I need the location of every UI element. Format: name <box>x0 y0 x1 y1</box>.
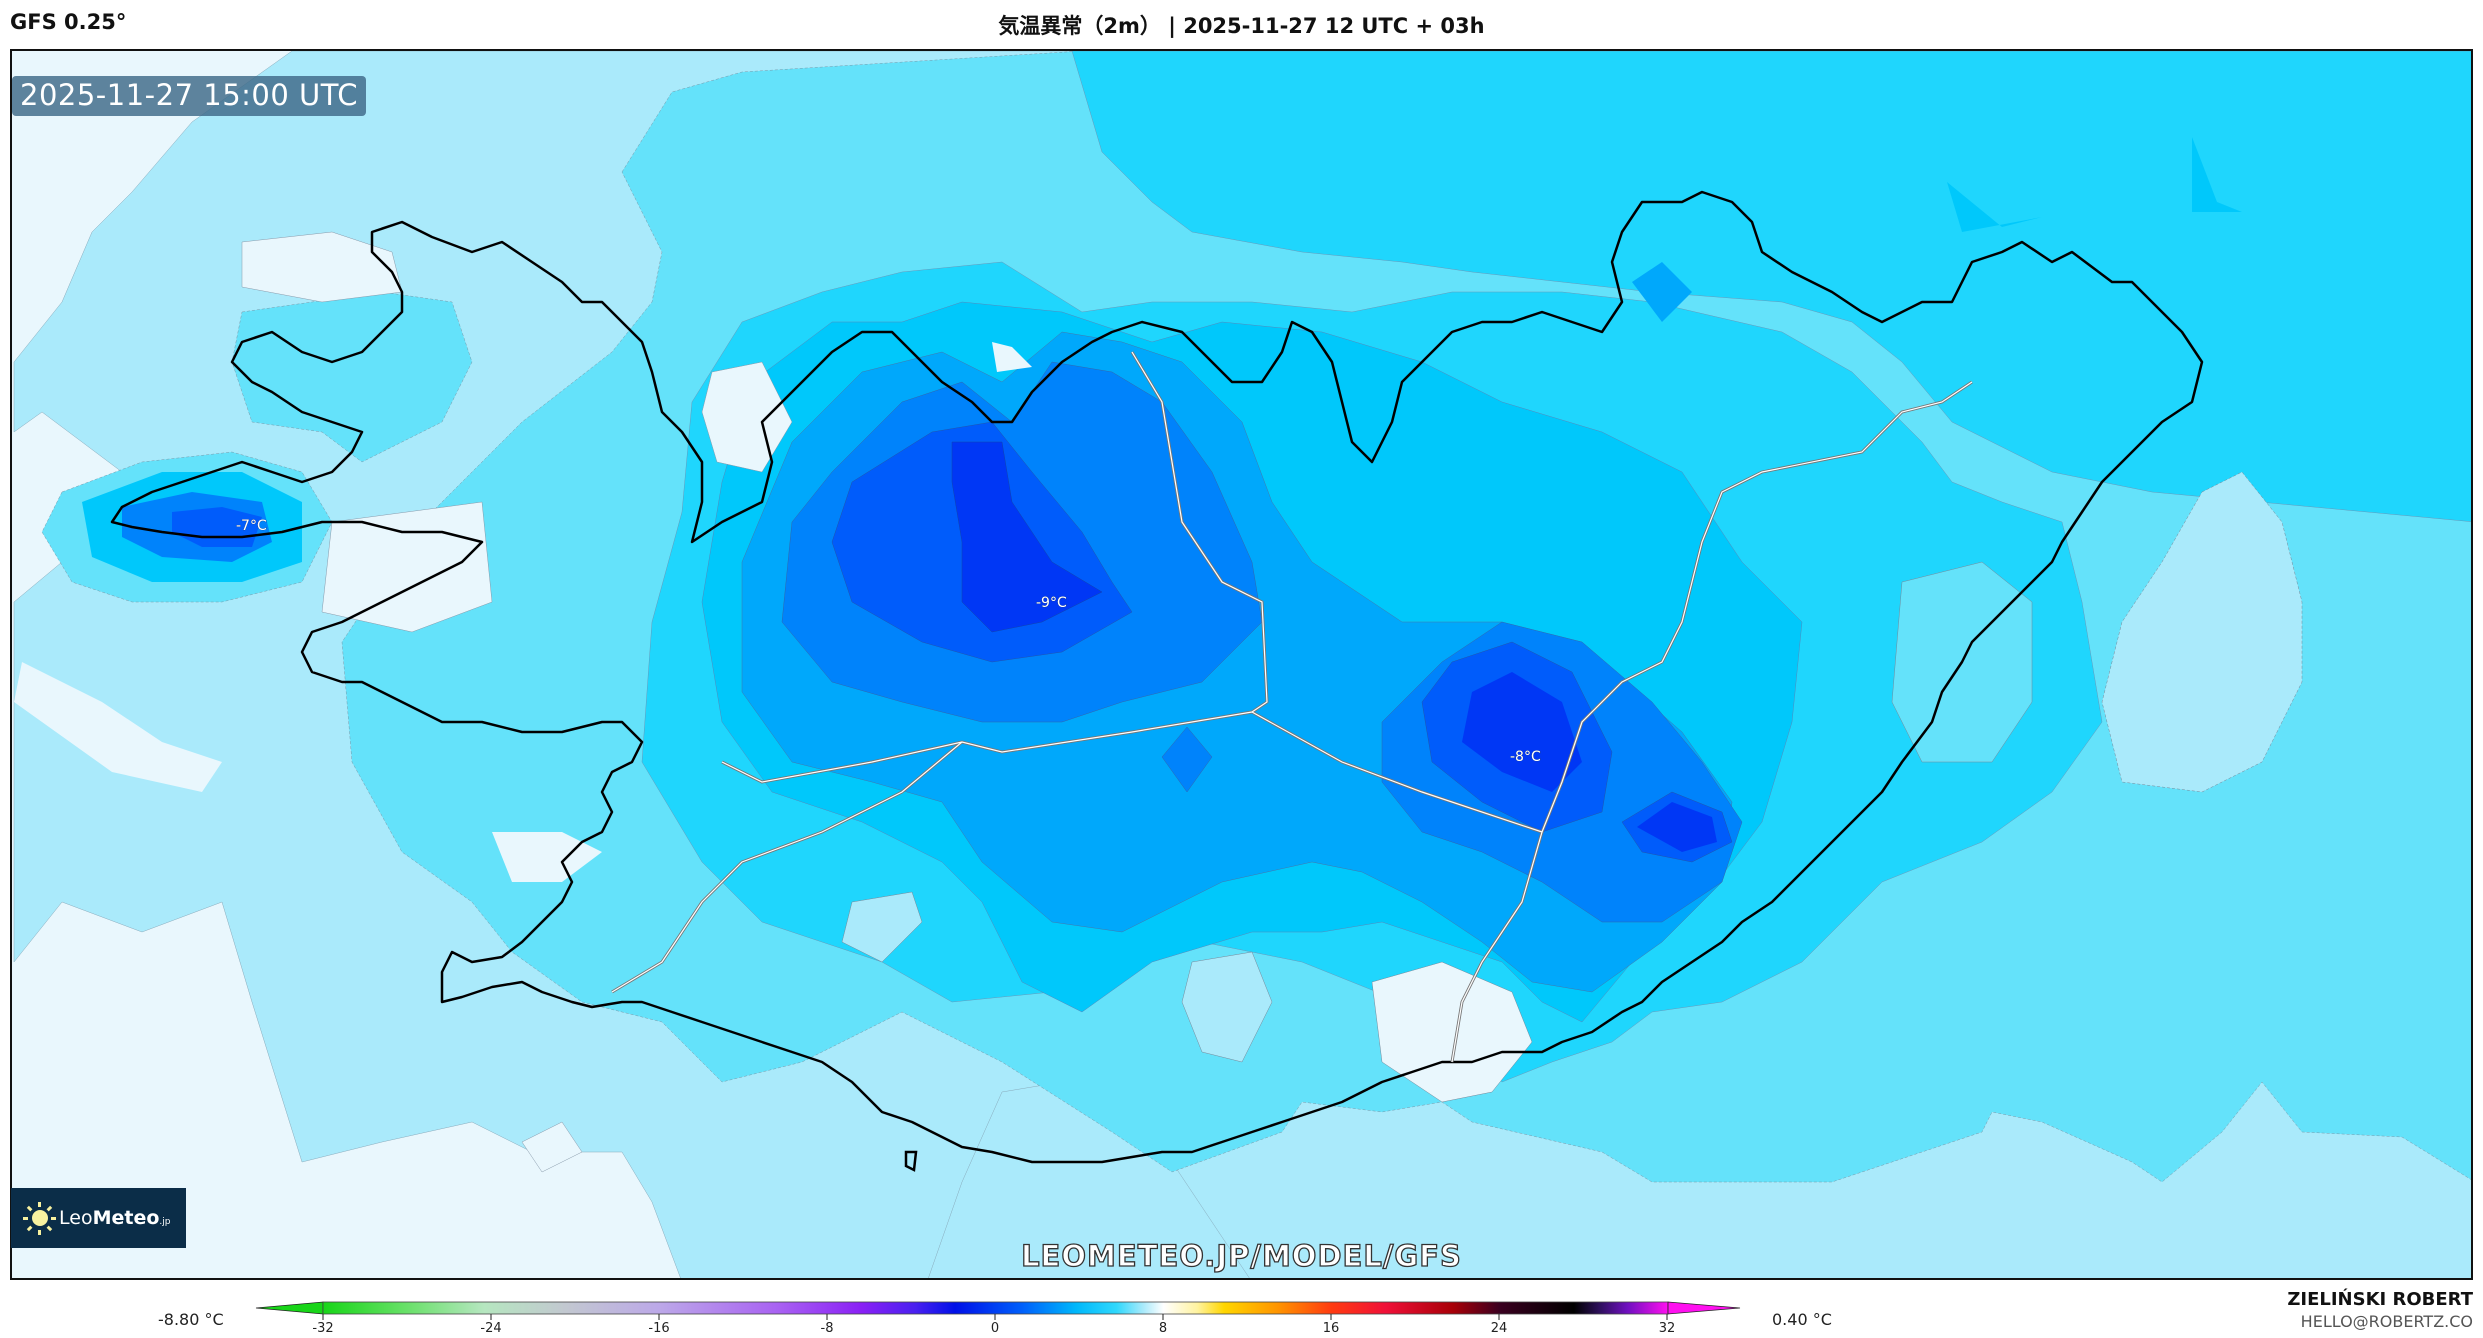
colorbar-tick: 16 <box>1322 1321 1340 1336</box>
anomaly-map: -7°C -9°C -8°C <box>12 51 2471 1278</box>
author-email[interactable]: HELLO@ROBERTZ.CO <box>2300 1312 2473 1331</box>
temp-label-west: -7°C <box>236 518 267 534</box>
colorbar-max-label: 0.40 °C <box>1772 1310 1832 1329</box>
colorbar-min-label: -8.80 °C <box>158 1310 224 1329</box>
valid-time-badge: 2025-11-27 15:00 UTC <box>12 76 367 116</box>
colorbar <box>255 1301 1741 1320</box>
colorbar-tick: 24 <box>1490 1321 1508 1336</box>
colorbar-tick: 32 <box>1658 1321 1676 1336</box>
colorbar-tick: -32 <box>312 1321 334 1336</box>
colorbar-tick: -24 <box>480 1321 502 1336</box>
colorbar-tick: 0 <box>990 1321 1000 1336</box>
map-title: 気温異常（2m） | 2025-11-27 12 UTC + 03h <box>998 14 1485 38</box>
colorbar-tick: -8 <box>820 1321 834 1336</box>
sun-icon <box>23 1202 56 1235</box>
model-label: GFS 0.25° <box>10 10 127 34</box>
temp-label-north-central: -9°C <box>1036 595 1067 611</box>
colorbar-tick: -16 <box>648 1321 670 1336</box>
leometeo-logo[interactable]: LeoMeteo.jp <box>11 1188 186 1248</box>
watermark-url: LEOMETEO.JP/MODEL/GFS <box>1020 1238 1462 1273</box>
map-panel[interactable]: -7°C -9°C -8°C <box>10 49 2473 1280</box>
logo-text: LeoMeteo.jp <box>59 1207 171 1229</box>
colorbar-tick: 8 <box>1158 1321 1168 1336</box>
temp-label-east-central: -8°C <box>1510 749 1541 765</box>
author-credit: ZIELIŃSKI ROBERT <box>2287 1289 2473 1310</box>
